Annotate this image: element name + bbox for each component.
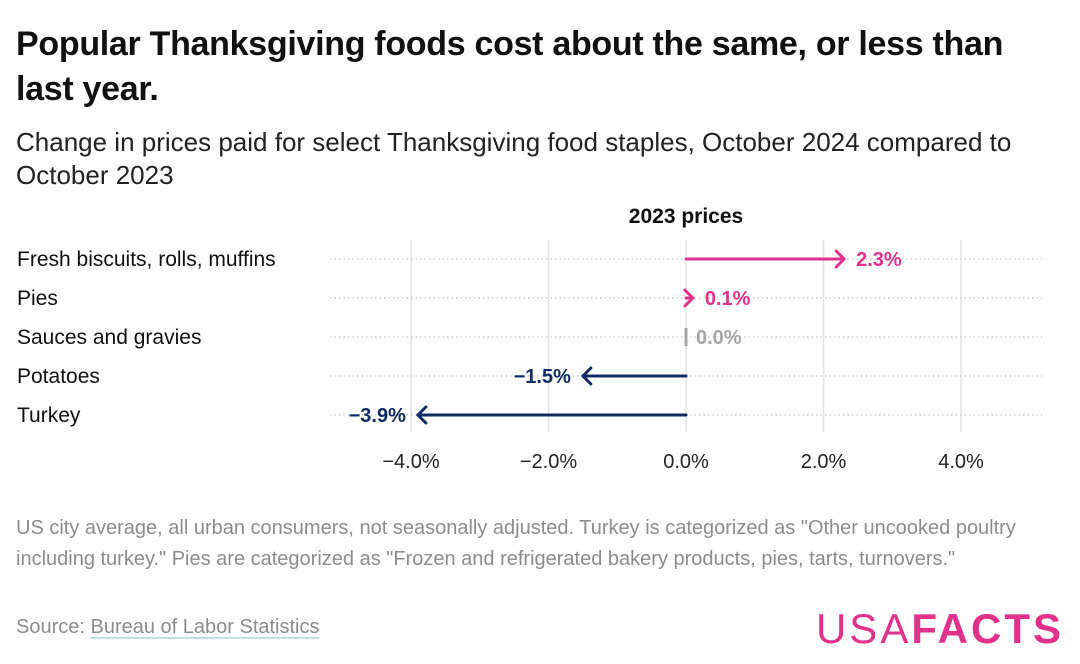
- x-tick-label: 2.0%: [801, 451, 847, 473]
- value-label: −1.5%: [514, 366, 571, 388]
- usafacts-logo: USAFACTS: [816, 604, 1064, 654]
- source-link[interactable]: Bureau of Labor Statistics: [90, 616, 320, 638]
- value-label: 0.0%: [696, 327, 742, 349]
- x-tick-label: 4.0%: [938, 451, 984, 473]
- category-label: Potatoes: [17, 365, 100, 388]
- arrow-head: [416, 405, 428, 425]
- value-label: 0.1%: [705, 288, 751, 310]
- logo-part-facts: FACTS: [911, 605, 1064, 652]
- logo-part-usa: USA: [815, 605, 912, 652]
- chart-title: Popular Thanksgiving foods cost about th…: [16, 25, 1004, 108]
- chart-header: 2023 prices: [629, 205, 743, 228]
- source-line: Source: Bureau of Labor Statistics: [16, 616, 320, 639]
- arrow-chart: 2023 prices −4.0% −2.0% 0.0% 2.0% 4.0% Fresh b…: [17, 205, 1042, 473]
- category-label: Pies: [17, 287, 58, 310]
- x-tick-label: 0.0%: [663, 451, 709, 473]
- source-prefix: Source:: [16, 616, 91, 638]
- chart-subtitle: Change in prices paid for select Thanksg…: [16, 127, 1012, 190]
- category-label: Sauces and gravies: [17, 326, 201, 349]
- category-label: Fresh biscuits, rolls, muffins: [17, 248, 276, 271]
- x-tick-label: −2.0%: [520, 451, 577, 473]
- arrow-head: [834, 249, 846, 269]
- chart-notes: US city average, all urban consumers, no…: [16, 517, 1016, 570]
- category-label: Turkey: [17, 404, 81, 427]
- x-tick-label: −4.0%: [382, 451, 439, 473]
- value-label: −3.9%: [349, 405, 406, 427]
- arrow-head: [581, 366, 593, 386]
- arrow-head: [683, 288, 695, 308]
- value-label: 2.3%: [856, 249, 902, 271]
